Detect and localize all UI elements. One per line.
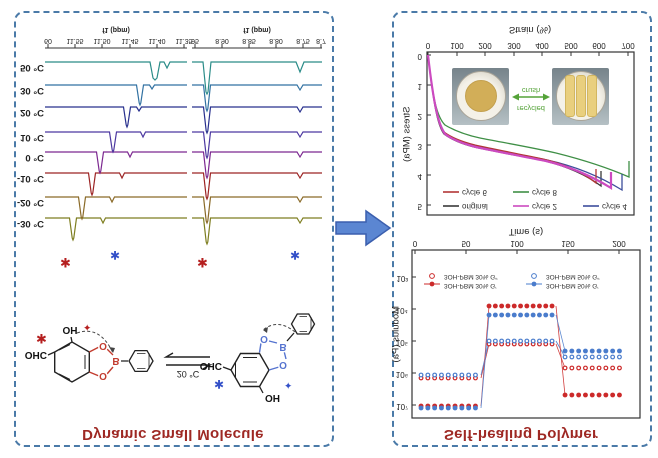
y-axis-label: Modulus (Pa) [390,306,402,363]
x-axis-label: Time (s) [508,226,544,237]
legend-item: cycle 2 [532,202,557,212]
legend-item: 3OH-PBM 50% G′ [546,282,599,289]
right-panel-title: Self-healing Polymer [443,426,599,443]
right-molecule: O B O OHC OH ✱ ✦ [200,313,316,403]
oxygen-label: O [99,340,107,351]
nmr-axis-label: f1 (ppm) [243,26,271,33]
temp-label: 10 °C [20,132,44,143]
x-tick: 300 [507,41,521,50]
x-tick: 700 [621,41,635,50]
ppm-tick: 8.90 [215,37,229,44]
ppm-tick: 11.40 [148,37,166,44]
ppm-tick: 11.55 [66,37,84,44]
legend-item: cycle 4 [602,202,627,212]
red-sparkle-icon: ✦ [83,321,91,332]
temp-label: 50 °C [20,62,44,73]
y-axis-label: Stress (MPa) [401,106,413,162]
y-tick: 10⁷ [396,402,408,411]
flow-arrow-icon [335,209,392,247]
blue-star-icon: ✱ [214,377,224,391]
temp-label: 20 °C [20,107,44,118]
petri-dish [456,71,506,121]
legend-item: 3OH-PBM 50% G″ [546,273,600,281]
dogbone-specimen [576,75,586,117]
recycled-specimens-photo [552,68,609,125]
reaction-scheme: O B O OHC OH ✱ ✦ 20 °C O B O OHC OH [25,313,316,403]
temp-label: -30 °C [16,218,44,229]
legend-item: 3OH-PBM 30% G′ [444,282,497,289]
dogbone-specimen [587,75,597,117]
aldehyde-label: OHC [200,360,222,371]
temp-label: -20 °C [16,197,44,208]
x-tick: 0 [425,41,431,50]
oxygen-label: O [279,359,287,370]
nmr-axis-label: f1 (ppm) [102,26,130,33]
legend-item: cycle 6 [462,188,487,198]
boron-label: B [112,355,119,366]
legend-item: original [462,202,488,212]
ppm-tick: 11.45 [121,37,139,44]
equilibrium-arrows: 20 °C [163,352,213,379]
ppm-tick: 95 [191,37,199,44]
x-tick: 0 [412,239,418,248]
crush-label: crush [521,86,541,95]
crushed-sample-photo [452,68,509,125]
x-tick: 600 [592,41,606,50]
x-tick: 150 [561,239,575,248]
legend-item: 3OH-PBM 30% G″ [444,273,498,281]
x-tick: 200 [612,239,626,248]
red-star-icon: ✱ [36,331,47,346]
x-tick: 200 [478,41,492,50]
hydroxyl-label: OH [265,392,280,403]
oxygen-label: O [99,370,107,381]
hydroxyl-label: OH [63,324,78,335]
recycled-label: recycled [517,104,545,113]
ppm-tick: 8.85 [242,37,256,44]
temp-label: 0 °C [25,152,44,163]
x-tick: 500 [564,41,578,50]
y-tick: 0 [417,52,422,61]
x-axis-label: Strain (%) [508,24,552,35]
modulus-time-plot [411,249,641,419]
ppm-tick: 8.80 [269,37,283,44]
nmr-stack-plot [45,44,322,246]
ppm-tick: 11.50 [93,37,111,44]
x-tick: 50 [461,239,471,248]
x-tick: 400 [535,41,549,50]
temp-label: -10 °C [16,173,44,184]
x-tick: 100 [450,41,464,50]
petri-dish [556,71,606,121]
dogbone-specimen [565,75,575,117]
legend-item: cycle 8 [532,188,557,198]
left-molecule: O B O OHC OH ✱ ✦ [25,321,154,383]
temp-label: 30 °C [20,85,44,96]
aldehyde-label: OHC [25,349,47,360]
crushed-polymer-crumbs [465,80,497,112]
stress-strain-plot [426,51,635,216]
left-panel-title: Dynamic Small Molecule [82,426,264,443]
y-tick: 5 [417,202,422,211]
boron-label: B [279,341,286,352]
ppm-tick: 60 [44,37,52,44]
blue-sparkle-icon: ✦ [284,379,292,390]
equilibrium-temp-label: 20 °C [177,369,200,379]
oxygen-label: O [260,333,268,344]
x-tick: 100 [510,239,524,248]
ppm-tick: 8.7 [316,37,326,44]
